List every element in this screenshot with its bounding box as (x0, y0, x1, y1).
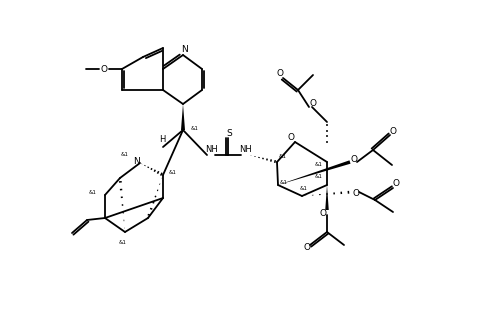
Polygon shape (181, 104, 185, 130)
Text: O: O (303, 244, 310, 252)
Text: &1: &1 (315, 175, 323, 179)
Text: O: O (276, 68, 283, 78)
Text: O: O (320, 209, 327, 218)
Text: N: N (181, 45, 187, 54)
Text: O: O (309, 99, 317, 107)
Text: &1: &1 (315, 162, 323, 168)
Polygon shape (278, 160, 351, 185)
Text: O: O (287, 134, 294, 142)
Text: O: O (389, 127, 396, 135)
Text: O: O (351, 155, 358, 163)
Text: &1: &1 (119, 239, 127, 245)
Text: &1: &1 (169, 169, 177, 175)
Text: O: O (392, 179, 399, 189)
Text: H: H (159, 135, 165, 143)
Text: &1: &1 (89, 190, 97, 195)
Text: &1: &1 (300, 185, 308, 190)
Text: NH: NH (205, 146, 217, 155)
Text: &1: &1 (121, 153, 129, 157)
Text: &1: &1 (280, 181, 288, 185)
Text: N: N (133, 156, 140, 165)
Text: &1: &1 (191, 126, 199, 130)
Text: O: O (101, 65, 108, 73)
Text: S: S (226, 129, 232, 139)
Polygon shape (325, 185, 329, 210)
Text: &1: &1 (279, 155, 287, 160)
Text: NH: NH (239, 146, 251, 155)
Text: O: O (353, 189, 360, 197)
